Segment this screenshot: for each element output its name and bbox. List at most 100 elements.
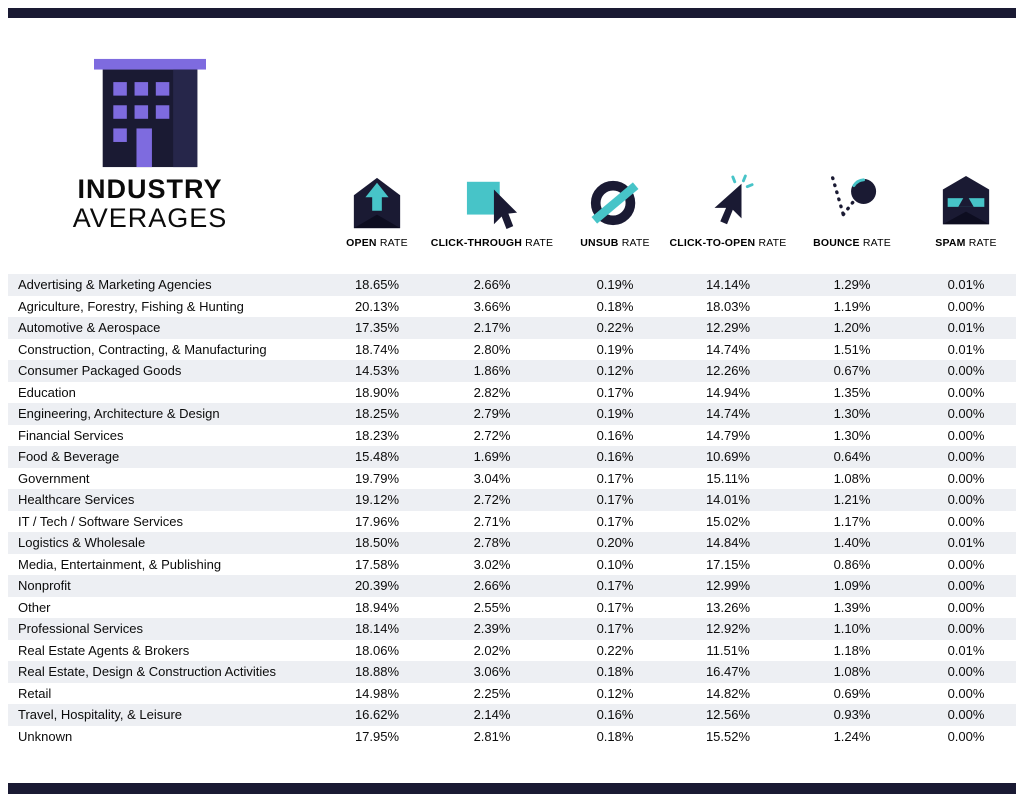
table-row: Healthcare Services 19.12% 2.72% 0.17% 14.01… xyxy=(8,489,1016,511)
value-bounce-rate: 1.19% xyxy=(833,298,871,314)
building-icon xyxy=(94,57,206,169)
value-bounce-rate: 1.18% xyxy=(833,642,871,658)
value-unsub-rate: 0.18% xyxy=(596,664,634,680)
value-unsub-rate: 0.17% xyxy=(596,599,634,615)
industry-name: Other xyxy=(18,599,51,615)
column-header-spam-rate: SPAM RATE xyxy=(916,174,1016,249)
value-click-through-rate: 2.25% xyxy=(473,685,511,701)
value-click-to-open-rate: 18.03% xyxy=(705,298,751,314)
value-click-through-rate: 1.69% xyxy=(473,449,511,465)
spam-rate-icon xyxy=(939,174,993,232)
industry-name: Automotive & Aerospace xyxy=(18,320,161,336)
value-click-through-rate: 2.81% xyxy=(473,728,511,744)
value-unsub-rate: 0.17% xyxy=(596,513,634,529)
industry-name: Engineering, Architecture & Design xyxy=(18,406,220,422)
industry-name: Retail xyxy=(18,685,52,701)
value-bounce-rate: 1.20% xyxy=(833,320,871,336)
value-click-to-open-rate: 12.92% xyxy=(705,621,751,637)
value-click-through-rate: 2.02% xyxy=(473,642,511,658)
industry-name: Education xyxy=(18,384,76,400)
table-row: Logistics & Wholesale 18.50% 2.78% 0.20% 14.… xyxy=(8,532,1016,554)
click-to-open-rate-icon xyxy=(701,174,755,232)
value-click-to-open-rate: 15.11% xyxy=(706,470,750,486)
value-bounce-rate: 0.69% xyxy=(833,685,871,701)
value-spam-rate: 0.00% xyxy=(947,449,985,465)
value-click-to-open-rate: 13.26% xyxy=(705,599,751,615)
value-click-through-rate: 1.86% xyxy=(473,363,511,379)
value-unsub-rate: 0.22% xyxy=(596,320,634,336)
value-bounce-rate: 1.17% xyxy=(833,513,871,529)
value-open-rate: 18.14% xyxy=(354,621,400,637)
value-open-rate: 17.58% xyxy=(354,556,400,572)
value-click-to-open-rate: 17.15% xyxy=(705,556,751,572)
value-open-rate: 17.35% xyxy=(354,320,400,336)
value-open-rate: 19.79% xyxy=(354,470,400,486)
infographic-canvas: INDUSTRY AVERAGES OPEN RATE CLICK-THROUGH… xyxy=(8,57,1016,748)
value-click-to-open-rate: 10.69% xyxy=(705,449,751,465)
value-click-to-open-rate: 12.29% xyxy=(705,320,751,336)
table-row: Real Estate Agents & Brokers 18.06% 2.02% 0… xyxy=(8,640,1016,662)
value-click-through-rate: 3.66% xyxy=(473,298,511,314)
table-row: Government 19.79% 3.04% 0.17% 15.11% 1.08% 0.0… xyxy=(8,468,1016,490)
industry-name: Healthcare Services xyxy=(18,492,135,508)
value-click-through-rate: 2.14% xyxy=(473,707,511,723)
column-header-click-to-open-rate: CLICK-TO-OPEN RATE xyxy=(668,174,788,249)
value-spam-rate: 0.00% xyxy=(947,728,985,744)
value-bounce-rate: 1.35% xyxy=(833,384,871,400)
value-open-rate: 18.25% xyxy=(354,406,400,422)
column-header-bounce-rate: BOUNCE RATE xyxy=(788,174,916,249)
value-open-rate: 20.13% xyxy=(354,298,400,314)
page-title-line1: INDUSTRY xyxy=(77,174,223,204)
table-row: Travel, Hospitality, & Leisure 16.62% 2.14… xyxy=(8,704,1016,726)
value-bounce-rate: 1.24% xyxy=(833,728,871,744)
value-spam-rate: 0.01% xyxy=(947,535,985,551)
value-unsub-rate: 0.17% xyxy=(596,621,634,637)
industry-name: Logistics & Wholesale xyxy=(18,535,146,551)
table-row: Agriculture, Forestry, Fishing & Hunting… xyxy=(8,296,1016,318)
table-row: Advertising & Marketing Agencies 18.65% 2.… xyxy=(8,274,1016,296)
value-open-rate: 17.95% xyxy=(354,728,400,744)
column-header-label: CLICK-TO-OPEN RATE xyxy=(669,237,787,249)
value-click-through-rate: 2.79% xyxy=(473,406,511,422)
value-unsub-rate: 0.17% xyxy=(596,384,634,400)
value-click-through-rate: 2.55% xyxy=(473,599,511,615)
brand-block: INDUSTRY AVERAGES xyxy=(8,57,292,233)
value-click-through-rate: 3.04% xyxy=(473,470,511,486)
value-spam-rate: 0.01% xyxy=(947,320,985,336)
industry-name: IT / Tech / Software Services xyxy=(18,513,183,529)
value-unsub-rate: 0.18% xyxy=(596,728,634,744)
value-click-to-open-rate: 14.74% xyxy=(705,406,751,422)
value-click-to-open-rate: 12.26% xyxy=(705,363,751,379)
industry-name: Consumer Packaged Goods xyxy=(18,363,182,379)
value-spam-rate: 0.00% xyxy=(947,707,985,723)
click-through-rate-icon xyxy=(465,174,519,232)
industry-name: Financial Services xyxy=(18,427,124,443)
value-click-to-open-rate: 12.56% xyxy=(705,707,751,723)
value-bounce-rate: 0.86% xyxy=(833,556,871,572)
value-bounce-rate: 1.10% xyxy=(833,621,871,637)
table-row: Consumer Packaged Goods 14.53% 1.86% 0.12% 1… xyxy=(8,360,1016,382)
industry-name: Nonprofit xyxy=(18,578,71,594)
value-open-rate: 15.48% xyxy=(354,449,400,465)
column-header-label: OPEN RATE xyxy=(346,237,408,249)
top-border-bar xyxy=(8,8,1016,18)
value-open-rate: 18.74% xyxy=(354,341,400,357)
table-row: Engineering, Architecture & Design 18.25%… xyxy=(8,403,1016,425)
page-title: INDUSTRY AVERAGES xyxy=(73,175,228,233)
value-unsub-rate: 0.19% xyxy=(596,406,634,422)
open-rate-icon xyxy=(350,174,404,232)
value-click-to-open-rate: 14.01% xyxy=(705,492,751,508)
table-row: Real Estate, Design & Construction Activ… xyxy=(8,661,1016,683)
table-row: Unknown 17.95% 2.81% 0.18% 15.52% 1.24% 0.00% xyxy=(8,726,1016,748)
table-row: Nonprofit 20.39% 2.66% 0.17% 12.99% 1.09% 0.00… xyxy=(8,575,1016,597)
column-header-label: CLICK-THROUGH RATE xyxy=(430,237,554,249)
table-row: Automotive & Aerospace 17.35% 2.17% 0.22% 12… xyxy=(8,317,1016,339)
value-unsub-rate: 0.19% xyxy=(596,341,634,357)
table-row: Financial Services 18.23% 2.72% 0.16% 14.79%… xyxy=(8,425,1016,447)
value-unsub-rate: 0.18% xyxy=(596,298,634,314)
value-click-to-open-rate: 14.14% xyxy=(705,277,751,293)
value-unsub-rate: 0.17% xyxy=(596,578,634,594)
column-header-click-through-rate: CLICK-THROUGH RATE xyxy=(422,174,562,249)
value-spam-rate: 0.00% xyxy=(947,513,985,529)
value-bounce-rate: 1.30% xyxy=(833,427,871,443)
